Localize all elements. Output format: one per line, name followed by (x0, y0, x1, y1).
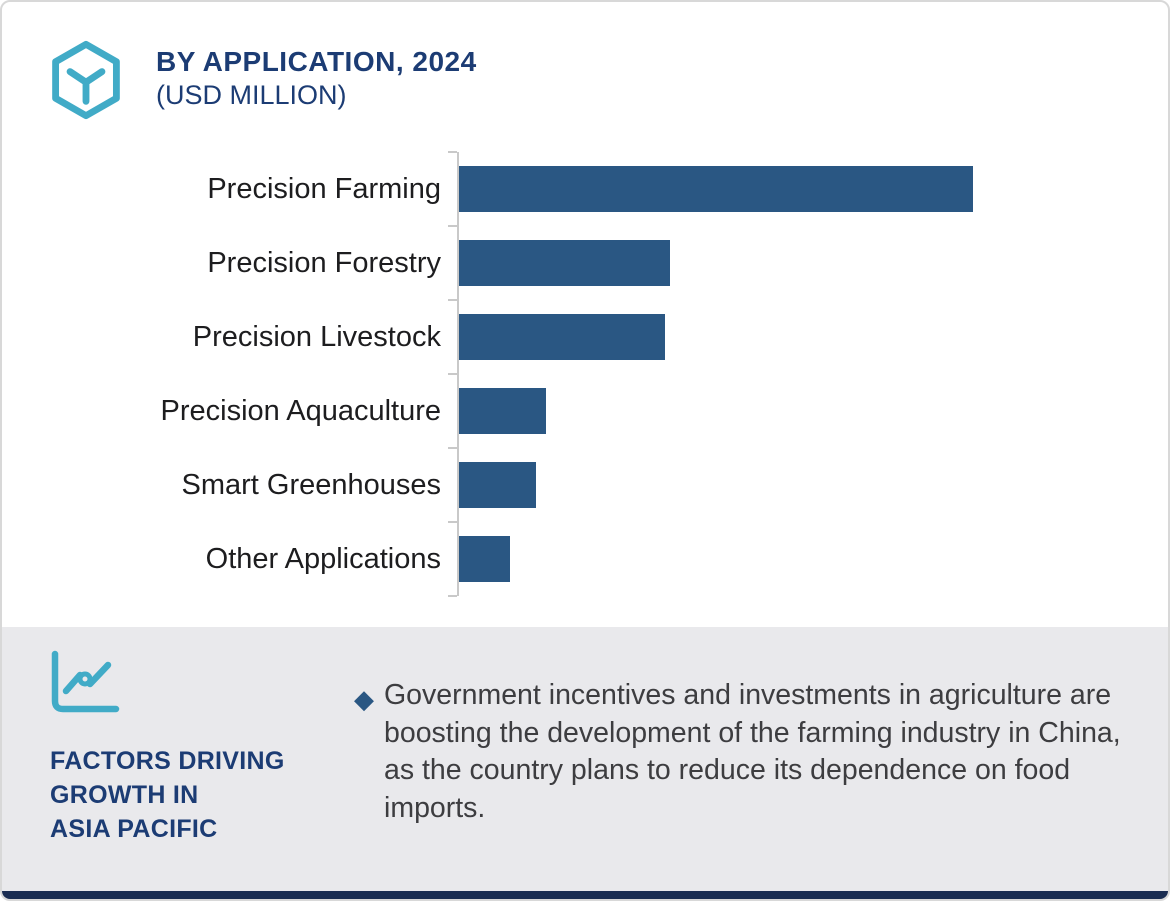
chart-row: Precision Aquaculture (2, 373, 1168, 448)
bar-label: Other Applications (205, 542, 441, 575)
chart-row: Precision Forestry (2, 225, 1168, 300)
bar-axis-cell (448, 373, 999, 448)
bar-label: Precision Forestry (207, 246, 441, 279)
factors-heading-line: ASIA PACIFIC (50, 814, 218, 843)
bar (459, 240, 670, 286)
bar-axis-cell (448, 447, 999, 522)
bar (459, 462, 537, 508)
factors-heading: FACTORS DRIVING GROWTH IN ASIA PACIFIC (50, 745, 285, 846)
chart-row: Other Applications (2, 521, 1168, 597)
factors-heading-line: FACTORS DRIVING (50, 747, 285, 775)
title-block: BY APPLICATION, 2024 (USD MILLION) (156, 40, 477, 113)
chart-title: BY APPLICATION, 2024 (156, 46, 477, 77)
bar-label: Precision Livestock (192, 320, 441, 353)
bar-axis-cell (448, 299, 999, 374)
bar-axis-cell (448, 151, 999, 226)
bar (459, 388, 547, 434)
bullet-text: Government incentives and investments in… (384, 679, 1121, 824)
bar (459, 166, 974, 212)
bar (459, 536, 511, 582)
chart-subtitle: (USD MILLION) (156, 80, 347, 110)
chart-row: Precision Farming (2, 151, 1168, 226)
bar-axis-cell (448, 521, 999, 597)
bottom-accent-strip (2, 891, 1168, 899)
bar-label: Precision Aquaculture (160, 394, 442, 427)
bar (459, 314, 665, 360)
diamond-bullet-icon: ◆ (354, 684, 374, 714)
bar-chart: Precision Farming Precision Forestry Pre… (2, 151, 1168, 597)
bar-axis-cell (448, 225, 999, 300)
factors-panel: FACTORS DRIVING GROWTH IN ASIA PACIFIC ◆… (2, 627, 1168, 891)
bullet-item: ◆ Government incentives and investments … (354, 677, 1144, 827)
factors-heading-line: GROWTH IN (50, 780, 199, 809)
bar-label: Smart Greenhouses (181, 468, 441, 501)
chart-header: BY APPLICATION, 2024 (USD MILLION) (48, 40, 477, 120)
bar-label: Precision Farming (207, 172, 441, 205)
chart-row: Smart Greenhouses (2, 447, 1168, 522)
hexagon-logo-icon (52, 40, 120, 120)
chart-rows: Precision Farming Precision Forestry Pre… (2, 151, 1168, 597)
line-chart-icon (51, 650, 120, 713)
chart-row: Precision Livestock (2, 299, 1168, 374)
